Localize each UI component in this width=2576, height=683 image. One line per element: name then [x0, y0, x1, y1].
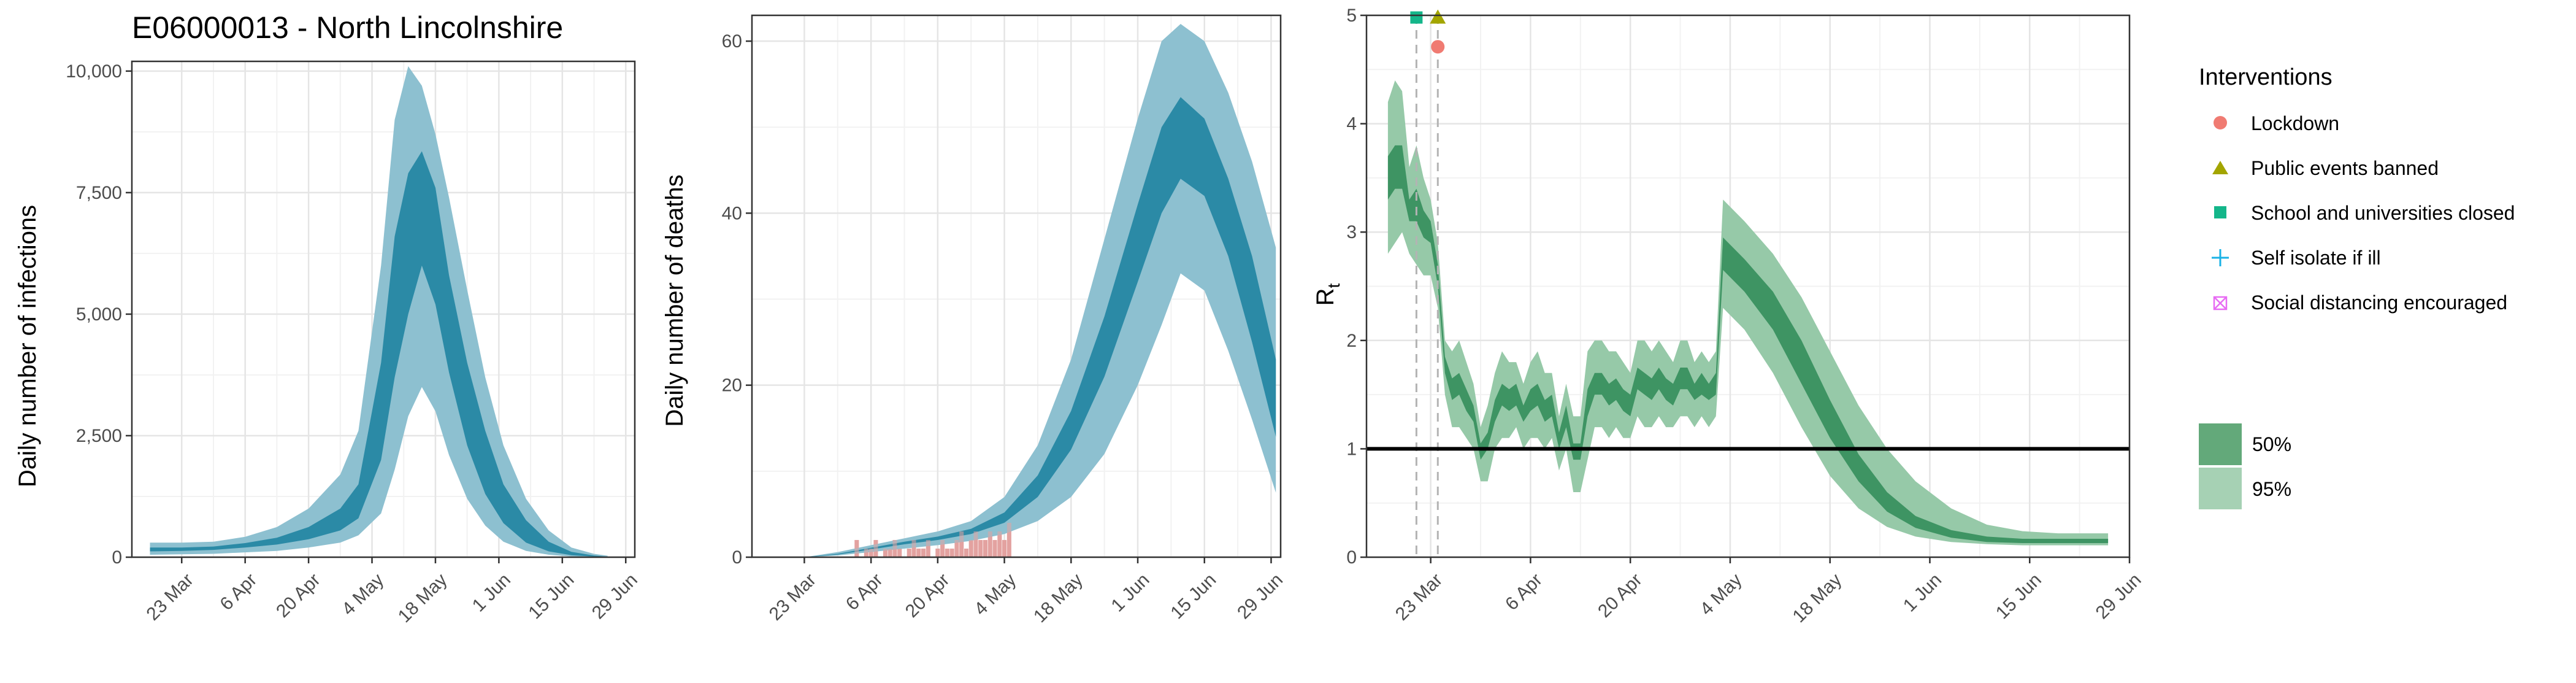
- intervention-school-marker: [1410, 11, 1423, 24]
- observed-deaths-bar-overlay: [868, 548, 873, 557]
- y-tick-label: 0: [112, 547, 122, 568]
- legend-public-events-triangle-icon: [2212, 161, 2228, 174]
- plot-title: E06000013 - North Lincolnshire: [132, 10, 563, 45]
- legend-item-social-distancing: Social distancing encouraged: [2213, 291, 2507, 314]
- observed-deaths-bar-overlay: [916, 548, 921, 557]
- legend-item-50-percent: 50%: [2199, 423, 2291, 465]
- observed-deaths-bar-overlay: [987, 531, 992, 557]
- legend-interventions-title: Interventions: [2199, 64, 2333, 90]
- observed-deaths-bar-overlay: [1002, 539, 1007, 557]
- observed-deaths-bar-overlay: [864, 548, 868, 557]
- observed-deaths-bar-overlay: [959, 531, 964, 557]
- legend-50-percent-swatch: [2199, 423, 2242, 465]
- rt-y-axis-title-main: R: [1312, 288, 1339, 306]
- y-tick-label: 20: [722, 376, 742, 396]
- observed-deaths-bar-overlay: [907, 548, 911, 557]
- observed-deaths-bar-overlay: [854, 539, 859, 557]
- observed-deaths-bar-overlay: [997, 531, 1002, 557]
- observed-deaths-bar-overlay: [949, 548, 954, 557]
- infections-y-axis-title: Daily number of infections: [14, 205, 41, 487]
- observed-deaths-bar-overlay: [992, 539, 997, 557]
- y-tick-label: 2: [1346, 331, 1357, 351]
- observed-deaths-bar-overlay: [940, 539, 945, 557]
- legend-label: Self isolate if ill: [2251, 247, 2381, 269]
- legend-label: Social distancing encouraged: [2251, 291, 2507, 314]
- legend-label: 50%: [2252, 433, 2291, 455]
- observed-deaths-bar-overlay: [883, 548, 887, 557]
- observed-deaths-bar-overlay: [921, 548, 926, 557]
- legend-label: Lockdown: [2251, 112, 2339, 134]
- observed-deaths-bar-overlay: [892, 539, 897, 557]
- legend-social-distancing-boxcross-icon: [2213, 296, 2228, 311]
- legend-label: 95%: [2252, 478, 2291, 500]
- observed-deaths-bar-overlay: [1006, 522, 1011, 557]
- plot-frame: [751, 14, 1282, 558]
- plot-frame: [1365, 14, 2131, 558]
- y-tick-label: 5,000: [76, 304, 122, 325]
- intervention-public-events-marker: [1430, 9, 1446, 24]
- y-tick-label: 2,500: [76, 426, 122, 446]
- observed-deaths-bar-overlay: [897, 548, 902, 557]
- y-tick-label: 10,000: [66, 61, 122, 82]
- legend-item-school-closed: School and universities closed: [2214, 202, 2515, 224]
- y-tick-label: 7,500: [76, 183, 122, 203]
- observed-deaths-bar-overlay: [887, 548, 892, 557]
- legend-item-95-percent: 95%: [2199, 468, 2291, 509]
- legend-label: Public events banned: [2251, 157, 2439, 179]
- observed-deaths-bar-overlay: [945, 548, 949, 557]
- plot-frame: [131, 60, 636, 558]
- observed-deaths-bar-overlay: [935, 548, 940, 557]
- legend-school-square-icon: [2214, 206, 2226, 218]
- observed-deaths-bar-overlay: [954, 539, 959, 557]
- observed-deaths-bar-overlay: [968, 539, 973, 557]
- legend-lockdown-circle-icon: [2214, 116, 2227, 129]
- legend-label: School and universities closed: [2251, 202, 2515, 224]
- deaths-y-axis-title: Daily number of deaths: [661, 174, 688, 426]
- data-layer: [1367, 15, 2129, 557]
- legend-item-lockdown: Lockdown: [2214, 112, 2339, 134]
- data-layer: [150, 66, 608, 557]
- legend-social-distancing-cross-b: [2214, 296, 2227, 310]
- y-tick-label: 1: [1346, 439, 1357, 459]
- observed-deaths-bar-overlay: [911, 539, 916, 557]
- 50-percent-band: [804, 97, 1276, 557]
- observed-deaths-bar-overlay: [926, 539, 930, 557]
- observed-deaths-bar-overlay: [983, 539, 988, 557]
- y-tick-label: 0: [732, 547, 742, 568]
- observed-deaths-bar-overlay: [978, 539, 983, 557]
- observed-deaths-bar-overlay: [873, 539, 878, 557]
- data-layer: [804, 24, 1276, 557]
- y-tick-label: 60: [722, 31, 742, 52]
- y-tick-label: 4: [1346, 114, 1357, 134]
- y-tick-label: 5: [1346, 6, 1357, 26]
- y-tick-label: 0: [1346, 547, 1357, 568]
- y-tick-label: 3: [1346, 222, 1357, 242]
- 95-percent-band: [150, 66, 608, 557]
- observed-deaths-bar-overlay: [964, 548, 968, 557]
- 50-percent-band: [150, 151, 608, 557]
- rt-y-axis-title: Rt: [1312, 283, 1343, 306]
- legend-95-percent-swatch: [2199, 468, 2242, 509]
- rt-y-axis-title-subscript: t: [1324, 283, 1343, 288]
- legend-item-self-isolate: Self isolate if ill: [2212, 247, 2381, 269]
- observed-deaths-bar-overlay: [973, 531, 978, 557]
- intervention-lockdown-marker: [1431, 40, 1445, 54]
- legend: Interventions Lockdown Public events ban…: [2199, 64, 2515, 509]
- legend-item-public-events-banned: Public events banned: [2212, 157, 2439, 179]
- y-tick-label: 40: [722, 203, 742, 223]
